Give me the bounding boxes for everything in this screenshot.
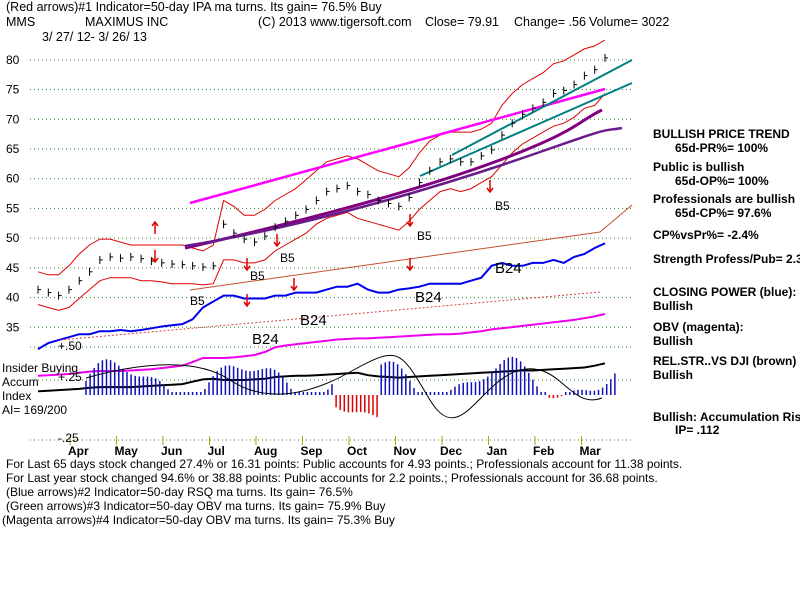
insider-label: Insider Buying bbox=[2, 361, 79, 375]
signal-arrow-head bbox=[486, 187, 494, 194]
cp-value: 65d-CP%= 97.6% bbox=[675, 206, 772, 220]
signal-arrow-head bbox=[151, 220, 159, 227]
accum-tick-label: +.25 bbox=[58, 370, 82, 384]
trend-title: BULLISH PRICE TREND bbox=[653, 127, 790, 141]
month-label: Apr bbox=[68, 444, 89, 458]
price-axis-labels: 80 75 70 65 60 55 50 45 40 35 +.50 +.25 -.25 bbox=[6, 53, 82, 445]
month-label: Jun bbox=[161, 444, 182, 458]
accum-tick-label: -.25 bbox=[58, 431, 79, 445]
public-status: Public is bullish bbox=[653, 160, 745, 174]
price-tick-label: 75 bbox=[6, 83, 20, 97]
obv-ma-line bbox=[59, 291, 601, 341]
symbol: MMS bbox=[6, 15, 36, 29]
signal-arrow-head bbox=[406, 265, 414, 272]
trendlines bbox=[184, 59, 633, 250]
relstr-value: Bullish bbox=[653, 368, 694, 382]
copyright: (C) 2013 www.tigersoft.com bbox=[258, 15, 412, 29]
signal-arrow-head bbox=[273, 241, 281, 248]
date-range: 3/ 27/ 12- 3/ 26/ 13 bbox=[42, 30, 147, 44]
price-tick-label: 60 bbox=[6, 172, 20, 186]
price-tick-label: 45 bbox=[6, 261, 20, 275]
signal-label: B24 bbox=[252, 331, 279, 348]
signal-label: B24 bbox=[415, 289, 442, 306]
pr-value: 65d-PR%= 100% bbox=[675, 141, 769, 155]
accum-tick-label: +.50 bbox=[58, 339, 82, 353]
month-label: Sep bbox=[301, 444, 323, 458]
accum-ma-line bbox=[85, 354, 603, 419]
purple-ma-fast bbox=[184, 108, 603, 250]
signal-label: B5 bbox=[250, 269, 265, 283]
signal-arrow-head bbox=[243, 265, 251, 272]
signal-label: B24 bbox=[495, 260, 522, 277]
signal-arrow-head bbox=[290, 285, 298, 292]
signal-label: B5 bbox=[280, 251, 295, 265]
relstr-label: REL.STR..VS DJI (brown) bbox=[653, 354, 797, 368]
month-axis-labels: Apr May Jun Jul Aug Sep Oct Nov Dec Jan Feb Mar bbox=[68, 444, 601, 458]
price-tick-label: 70 bbox=[6, 112, 20, 126]
price-tick-label: 65 bbox=[6, 142, 20, 156]
price-bars bbox=[37, 53, 608, 300]
signal-label: B24 bbox=[300, 312, 327, 329]
signal-labels: B5 B5 B5 B5 B5 B24 B24 B24 B24 bbox=[190, 199, 522, 348]
obv-value: Bullish bbox=[653, 334, 694, 348]
month-label: Mar bbox=[580, 444, 602, 458]
price-tick-label: 55 bbox=[6, 201, 20, 215]
spacer bbox=[190, 71, 596, 198]
accum-label: Accum bbox=[2, 375, 39, 389]
price-grid bbox=[30, 59, 632, 445]
cpvspr-value: CP%vsPr%= -2.4% bbox=[653, 228, 759, 242]
month-label: Feb bbox=[533, 444, 554, 458]
indicator-rel.str bbox=[37, 362, 606, 393]
volume-value: Volume= 3022 bbox=[589, 15, 670, 29]
purple-ma-slow bbox=[184, 126, 623, 248]
teal-trendline-lower bbox=[419, 82, 633, 177]
signal-label: B5 bbox=[417, 229, 432, 243]
obv-label: OBV (magenta): bbox=[653, 320, 744, 334]
upper-band bbox=[37, 39, 606, 276]
close-value: Close= 79.91 bbox=[425, 15, 500, 29]
month-label: Nov bbox=[394, 444, 417, 458]
month-label: Dec bbox=[440, 444, 462, 458]
teal-trendline-upper bbox=[451, 59, 633, 156]
footer-line1: For Last 65 days stock changed 27.4% or … bbox=[6, 457, 683, 471]
indicator-obv bbox=[37, 313, 606, 377]
closing-power-value: Bullish bbox=[653, 299, 694, 313]
price-tick-label: 35 bbox=[6, 320, 20, 334]
price-tick-label: 50 bbox=[6, 231, 20, 245]
signal-label: B5 bbox=[190, 294, 205, 308]
price-tick-label: 80 bbox=[6, 53, 20, 67]
header-line1: (Red arrows)#1 Indicator=50-day IPA ma t… bbox=[6, 0, 382, 14]
signal-arrow-head bbox=[406, 221, 414, 228]
change-value: Change= .56 bbox=[514, 15, 586, 29]
footer-line3: (Blue arrows)#2 Indicator=50-day RSQ ma … bbox=[6, 485, 353, 499]
signal-arrows bbox=[151, 180, 494, 308]
indicator-lines bbox=[37, 204, 633, 393]
signal-arrow-head bbox=[151, 257, 159, 264]
pros-status: Professionals are bullish bbox=[653, 192, 796, 206]
month-label: Aug bbox=[254, 444, 277, 458]
closing-power-label: CLOSING POWER (blue): bbox=[653, 285, 797, 299]
price-tick-label: 40 bbox=[6, 291, 20, 305]
indicator-closing bbox=[37, 242, 606, 350]
month-label: May bbox=[115, 444, 139, 458]
footer-line5: (Magenta arrows)#4 Indicator=50-day OBV … bbox=[2, 513, 395, 527]
cp-ma-line bbox=[189, 204, 633, 291]
op-value: 65d-OP%= 100% bbox=[675, 174, 769, 188]
footer-line2: For Last year stock changed 94.6% or 38.… bbox=[6, 471, 658, 485]
index-label: Index bbox=[2, 389, 32, 403]
ai-value: AI= 169/200 bbox=[2, 403, 68, 417]
lower-band bbox=[37, 93, 606, 311]
footer-line4: (Green arrows)#3 Indicator=50-day OBV ma… bbox=[6, 499, 386, 513]
month-label: Jan bbox=[487, 444, 508, 458]
month-label: Jul bbox=[208, 444, 225, 458]
month-label: Oct bbox=[347, 444, 367, 458]
signal-label: B5 bbox=[495, 199, 510, 213]
strength-value: Strength Profess/Pub= 2.3 bbox=[653, 252, 800, 266]
accum-status: Bullish: Accumulation Risi bbox=[653, 410, 800, 424]
ip-value: IP= .112 bbox=[675, 423, 720, 437]
accumulation-index bbox=[85, 354, 616, 419]
signal-arrow-head bbox=[243, 301, 251, 308]
company-name: MAXIMUS INC bbox=[85, 15, 169, 29]
